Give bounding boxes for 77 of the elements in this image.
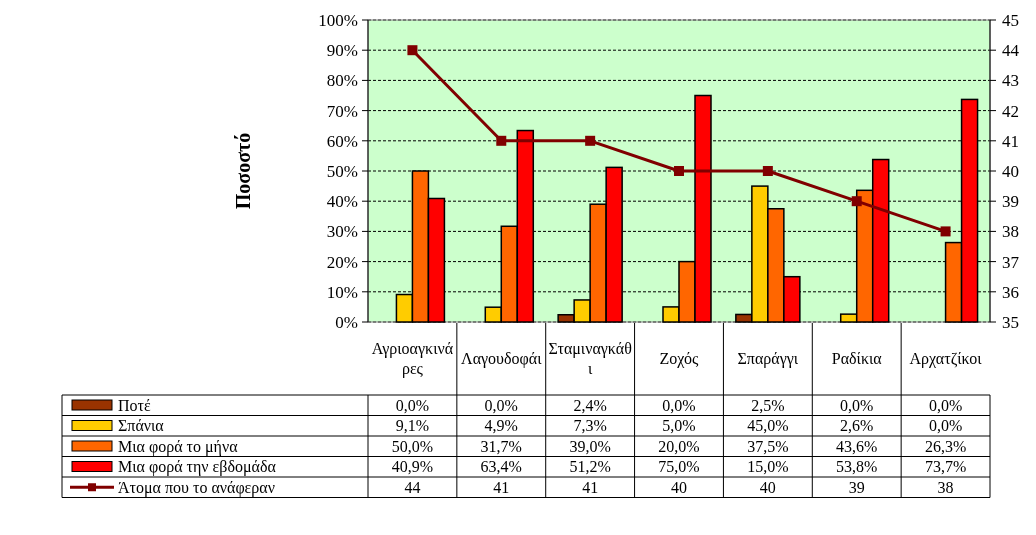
data-label: 39,0%	[569, 437, 611, 455]
y-tick-label: 70%	[326, 101, 358, 121]
data-label: 40	[671, 478, 687, 496]
y2-tick-label: 43	[1002, 71, 1019, 91]
y-tick-label: 80%	[326, 71, 358, 91]
data-label: 9,1%	[395, 417, 430, 435]
x-tick-label: Ραδίκια	[830, 348, 883, 369]
x-tick-label: Σταμιναγκάθι	[547, 338, 633, 379]
data-label: 0,0%	[395, 396, 430, 414]
data-label: 0,0%	[928, 417, 963, 435]
data-label: 50,0%	[391, 437, 434, 455]
x-tick-label: Λαγουδοφάι	[460, 348, 543, 370]
x-tick-label: Αρχατζίκοι	[908, 348, 983, 370]
x-tick-label: Ζοχός	[658, 348, 700, 370]
y-tick-label: 40%	[326, 192, 358, 212]
data-label: 0,0%	[662, 396, 696, 414]
data-label: 40	[759, 478, 776, 496]
y2-tick-label: 40	[1002, 161, 1019, 181]
point	[496, 135, 507, 146]
data-label: 45,0%	[747, 417, 789, 435]
y2-tick-label: 42	[1002, 101, 1019, 121]
legend-label: Ποτέ	[118, 396, 151, 414]
point	[585, 135, 596, 146]
data-label: 44	[404, 478, 421, 496]
data-label: 20,0%	[658, 437, 700, 455]
data-label: 5,0%	[662, 417, 696, 435]
y2-tick-label: 38	[1002, 222, 1019, 242]
y-tick-label: 50%	[326, 161, 358, 181]
data-label: 75,0%	[658, 458, 700, 476]
data-label: 53,8%	[836, 458, 878, 476]
data-label: 7,3%	[573, 417, 607, 435]
data-label: 63,4%	[480, 458, 522, 476]
y2-tick-label: 35	[1002, 312, 1019, 332]
data-label: 2,5%	[751, 396, 785, 414]
y-axis-title: Ποσοστό	[232, 132, 254, 210]
data-label: 41	[582, 478, 599, 496]
y2-tick-label: 39	[1002, 192, 1019, 212]
y-tick-label: 60%	[326, 131, 358, 151]
y2-tick-label: 37	[1002, 252, 1020, 272]
legend-label: Σπάνια	[118, 417, 165, 435]
point	[407, 45, 418, 56]
y-tick-label: 20%	[326, 252, 358, 272]
data-label: 37,5%	[747, 437, 789, 455]
x-tick-label: Αγριοαγκινάρες	[370, 338, 455, 380]
y-tick-label: 100%	[318, 10, 358, 30]
y2-tick-label: 36	[1002, 282, 1019, 302]
y2-tick-label: 41	[1002, 131, 1019, 151]
data-label: 41	[493, 478, 510, 496]
data-label: 0,0%	[484, 396, 518, 414]
point	[762, 166, 773, 176]
data-label: 26,3%	[924, 437, 967, 455]
x-tick-label: Σπαράγγι	[736, 348, 800, 370]
legend-label: Μια φορά το μήνα	[118, 437, 239, 456]
data-label: 2,6%	[840, 417, 874, 435]
data-label: 51,2%	[569, 458, 611, 476]
y2-tick-label: 45	[1002, 10, 1019, 30]
point	[940, 226, 951, 237]
data-label: 15,0%	[747, 458, 789, 476]
legend-label: Άτομα που το ανάφεραν	[118, 478, 275, 497]
data-label: 0,0%	[840, 396, 874, 414]
data-label: 43,6%	[836, 437, 878, 455]
data-label: 0,0%	[928, 396, 963, 414]
point	[851, 196, 862, 207]
data-label: 31,7%	[480, 437, 522, 455]
data-label: 4,9%	[484, 417, 518, 435]
legend-label: Μια φορά την εβδομάδα	[118, 458, 277, 477]
y-tick-label: 10%	[326, 282, 358, 302]
y-tick-label: 90%	[326, 41, 358, 61]
data-label: 39	[848, 478, 865, 496]
data-label: 40,9%	[391, 458, 434, 476]
data-label: 38	[937, 478, 954, 496]
y-tick-label: 30%	[326, 222, 358, 242]
y2-tick-label: 44	[1002, 41, 1020, 61]
data-label: 2,4%	[573, 396, 607, 414]
data-label: 73,7%	[924, 458, 967, 476]
y-tick-label: 0%	[335, 312, 358, 332]
point	[674, 166, 684, 176]
